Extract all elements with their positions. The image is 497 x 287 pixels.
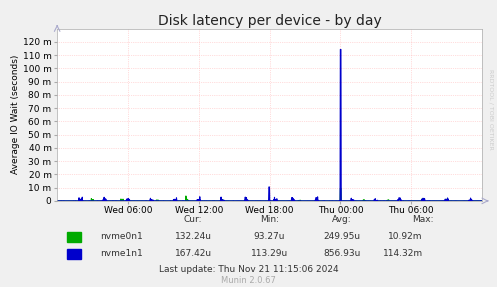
Text: Max:: Max: <box>412 215 433 224</box>
Text: Last update: Thu Nov 21 11:15:06 2024: Last update: Thu Nov 21 11:15:06 2024 <box>159 265 338 274</box>
Title: Disk latency per device - by day: Disk latency per device - by day <box>158 13 382 28</box>
Text: 167.42u: 167.42u <box>174 249 212 259</box>
Y-axis label: Average IO Wait (seconds): Average IO Wait (seconds) <box>11 55 20 174</box>
Text: 114.32m: 114.32m <box>383 249 422 259</box>
Text: nvme0n1: nvme0n1 <box>100 232 143 241</box>
Text: 132.24u: 132.24u <box>174 232 212 241</box>
Text: 113.29u: 113.29u <box>251 249 288 259</box>
Text: RRDTOOL / TOBI OETIKER: RRDTOOL / TOBI OETIKER <box>488 69 493 150</box>
Text: 10.92m: 10.92m <box>388 232 422 241</box>
Text: nvme1n1: nvme1n1 <box>100 249 143 259</box>
Text: Avg:: Avg: <box>332 215 352 224</box>
Text: 93.27u: 93.27u <box>254 232 285 241</box>
Text: 856.93u: 856.93u <box>323 249 360 259</box>
Text: Cur:: Cur: <box>184 215 202 224</box>
Text: Munin 2.0.67: Munin 2.0.67 <box>221 276 276 285</box>
Text: Min:: Min: <box>260 215 279 224</box>
Text: 249.95u: 249.95u <box>324 232 360 241</box>
